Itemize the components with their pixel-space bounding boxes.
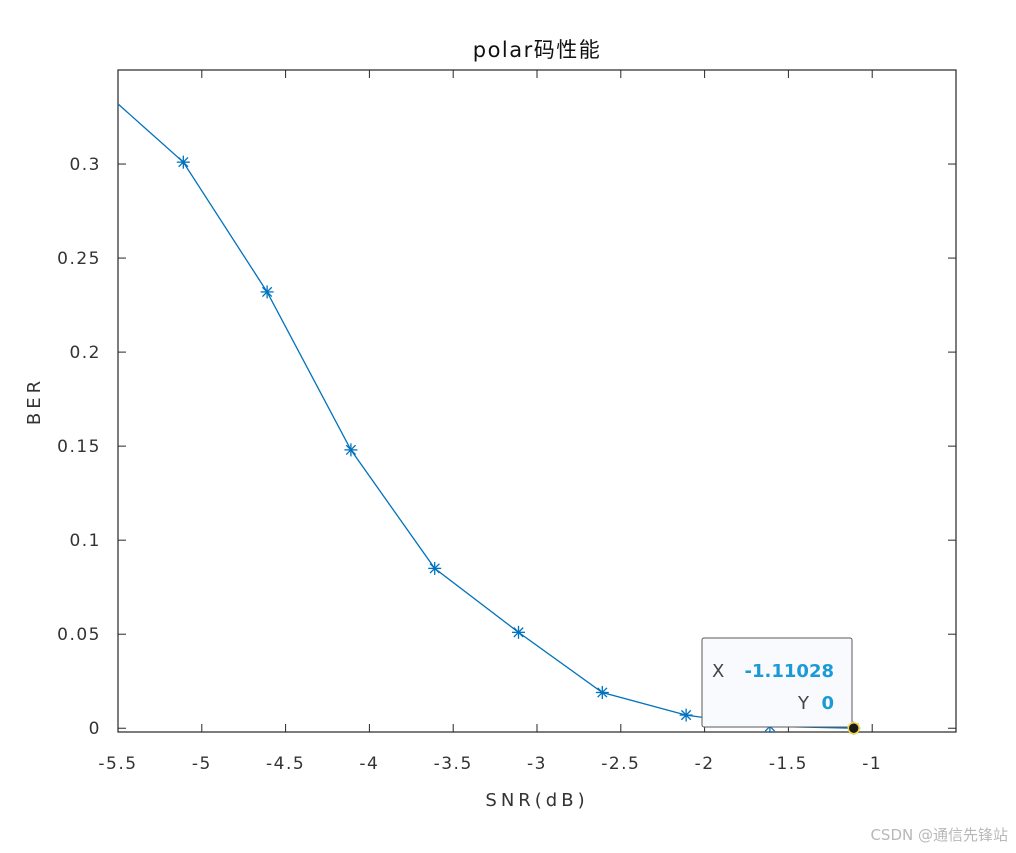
x-tick-label: -1.5 <box>769 754 808 774</box>
x-tick-label: -4.5 <box>266 754 305 774</box>
x-tick-label: -2.5 <box>601 754 640 774</box>
x-tick-label: -3 <box>527 754 547 774</box>
x-tick-label: -3.5 <box>434 754 473 774</box>
axes-box <box>117 69 957 733</box>
chart-title: polar码性能 <box>473 38 602 62</box>
data-point-marker <box>512 625 526 639</box>
datatip-x-key: X <box>712 661 724 682</box>
datatip-box <box>701 637 853 728</box>
x-tick-label: -4 <box>359 754 379 774</box>
x-tick-label: -5.5 <box>98 754 137 774</box>
x-tick-label: -1 <box>862 754 882 774</box>
datatip-y-value: 0 <box>821 693 834 714</box>
datatip-point[interactable] <box>847 721 861 735</box>
y-tick-label: 0.15 <box>57 437 101 457</box>
data-point-marker <box>679 708 693 722</box>
y-axis-title: BER <box>24 377 45 425</box>
y-tick-label: 0.1 <box>69 531 101 551</box>
x-axis-title: SNR(dB) <box>485 790 588 811</box>
plot-area <box>118 70 956 732</box>
datatip[interactable]: X -1.11028 Y 0 <box>701 637 861 735</box>
data-point-marker <box>176 155 190 169</box>
data-point-marker <box>595 686 609 700</box>
data-point-marker <box>260 285 274 299</box>
y-tick-label: 0.25 <box>57 249 101 269</box>
data-point-marker <box>344 443 358 457</box>
x-tick-label: -2 <box>695 754 715 774</box>
datatip-x-value: -1.11028 <box>745 661 834 682</box>
data-point-marker <box>428 561 442 575</box>
x-tick-labels: -5.5 -5 -4.5 -4 -3.5 -3 -2.5 -2 -1.5 -1 <box>98 754 882 774</box>
y-tick-labels: 0 0.05 0.1 0.15 0.2 0.25 0.3 <box>57 155 101 739</box>
watermark: CSDN @通信先锋站 <box>870 826 1008 844</box>
x-tick-label: -5 <box>192 754 212 774</box>
tick-marks <box>117 70 956 732</box>
datatip-y-key: Y <box>797 693 810 714</box>
y-tick-label: 0.2 <box>69 343 101 363</box>
y-tick-label: 0 <box>89 719 101 739</box>
y-tick-label: 0.3 <box>69 155 101 175</box>
y-tick-label: 0.05 <box>57 625 101 645</box>
